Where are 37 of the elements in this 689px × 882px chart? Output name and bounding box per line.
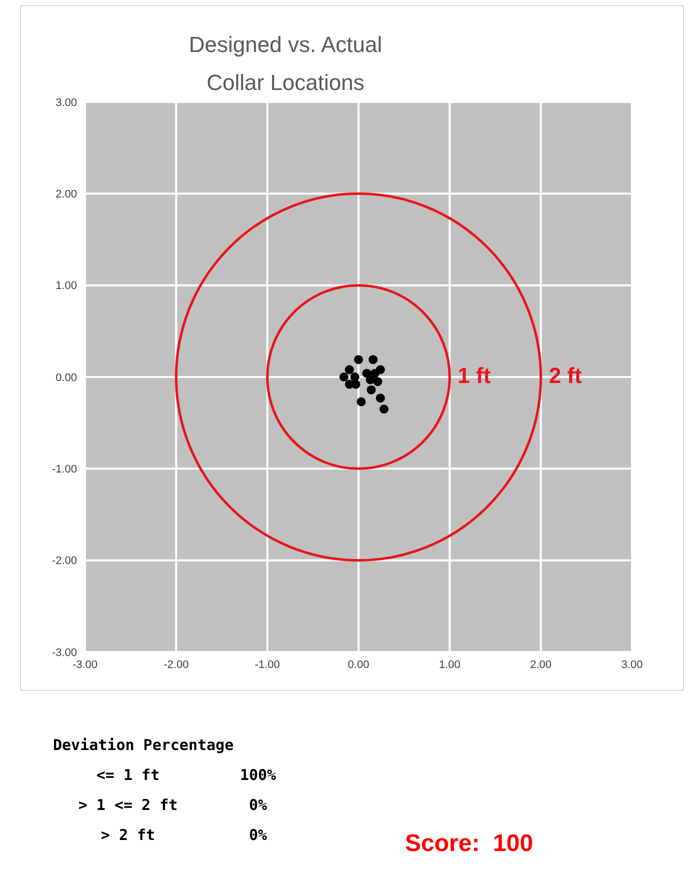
point <box>370 368 380 378</box>
point <box>368 355 378 364</box>
point <box>339 372 348 382</box>
x-tick-label: 2.00 <box>530 658 552 671</box>
annotation: 2 ft <box>548 362 583 388</box>
x-tick-label: -2.00 <box>164 658 189 671</box>
text: Score: 100 <box>405 830 534 858</box>
point <box>356 397 366 406</box>
text: <= 1 ft <box>95 766 161 784</box>
text: Deviation Percentage <box>53 736 235 754</box>
point <box>366 375 375 384</box>
x-tick-label: 3.00 <box>621 658 643 671</box>
text: > 1 <= 2 ft <box>77 796 179 814</box>
annotation: 1 ft <box>458 362 492 388</box>
y-tick-label: -1.00 <box>52 464 77 476</box>
y-tick-label: 3.00 <box>56 96 77 109</box>
chart-title: Designed vs. Actual Collar Locations <box>188 31 384 97</box>
text: > 2 ft <box>100 826 156 844</box>
y-tick-label: 0.00 <box>56 372 77 384</box>
point <box>344 365 354 374</box>
y-tick-label: 1.00 <box>56 280 77 292</box>
x-tick-label: 1.00 <box>438 658 460 671</box>
y-tick-label: 2.00 <box>56 188 77 201</box>
point <box>366 385 376 394</box>
text: 100% <box>238 766 278 784</box>
point <box>350 372 360 382</box>
point <box>373 377 382 386</box>
point <box>380 404 389 414</box>
x-tick-label: -3.00 <box>72 658 98 671</box>
point <box>376 394 385 403</box>
text: 0% <box>248 826 268 844</box>
point <box>354 355 363 364</box>
y-tick-label: -2.00 <box>52 555 77 568</box>
y-tick-label: -3.00 <box>52 646 77 659</box>
x-tick-label: 0.00 <box>348 658 370 671</box>
text: 0% <box>248 796 268 814</box>
x-tick-label: -1.00 <box>254 658 280 671</box>
